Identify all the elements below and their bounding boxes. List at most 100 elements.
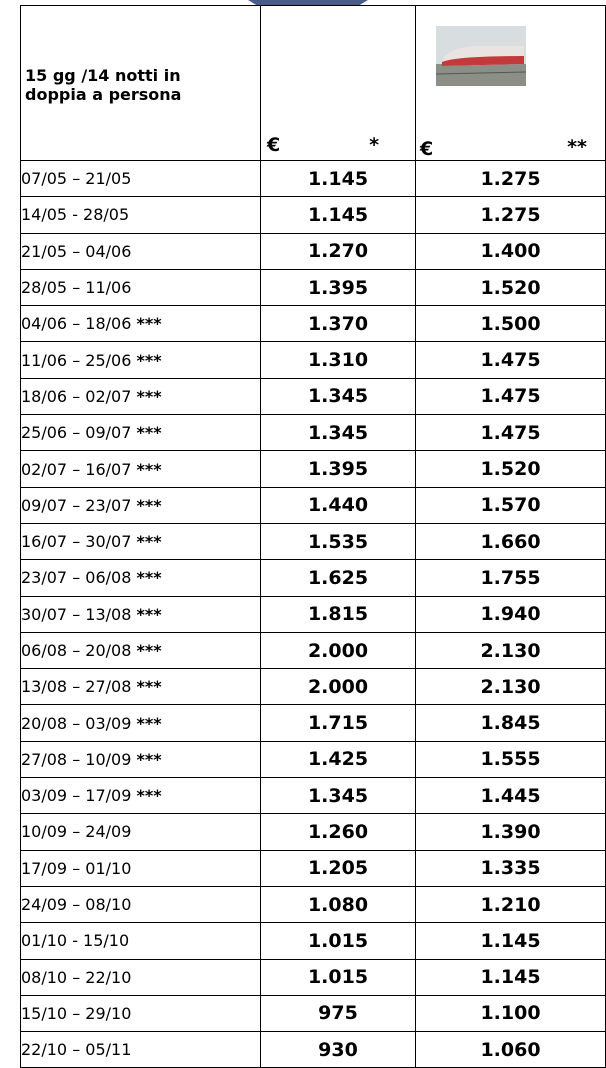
period: 22/10 – 05/11 xyxy=(21,1040,131,1059)
period-cell: 28/05 – 11/06 xyxy=(21,269,261,305)
price-cell: 1.845 xyxy=(416,705,606,741)
period-cell: 18/06 – 02/07 *** xyxy=(21,378,261,414)
price-cell: 1.145 xyxy=(261,197,416,233)
price: 2.130 xyxy=(480,676,540,698)
price: 1.475 xyxy=(480,349,540,371)
price-cell: 1.015 xyxy=(261,959,416,995)
price: 1.520 xyxy=(480,458,540,480)
price-cell: 1.345 xyxy=(261,415,416,451)
note-marker: *** xyxy=(136,714,161,733)
period-cell: 04/06 – 18/06 *** xyxy=(21,306,261,342)
price-cell: 1.335 xyxy=(416,850,606,886)
price: 1.555 xyxy=(480,748,540,770)
note-marker: *** xyxy=(136,423,161,442)
period-cell: 03/09 – 17/09 *** xyxy=(21,778,261,814)
price-cell: 1.145 xyxy=(261,161,416,197)
page: 15 gg /14 notti in doppia a persona € * … xyxy=(0,0,606,1068)
price-cell: 1.145 xyxy=(416,923,606,959)
price-cell: 1.500 xyxy=(416,306,606,342)
table-row: 21/05 – 04/061.2701.400 xyxy=(21,233,606,269)
price: 1.400 xyxy=(480,240,540,262)
note-marker: *** xyxy=(136,351,161,370)
period: 02/07 – 16/07 xyxy=(21,460,131,479)
price: 2.000 xyxy=(308,640,368,662)
table-row: 22/10 – 05/11 9301.060 xyxy=(21,1032,606,1068)
price: 1.370 xyxy=(308,313,368,335)
price-cell: 1.390 xyxy=(416,814,606,850)
period-cell: 10/09 – 24/09 xyxy=(21,814,261,850)
price: 1.500 xyxy=(480,313,540,335)
price: 2.130 xyxy=(480,640,540,662)
price-cell: 1.940 xyxy=(416,596,606,632)
price-cell: 2.130 xyxy=(416,632,606,668)
period: 28/05 – 11/06 xyxy=(21,278,131,297)
table-row: 17/09 – 01/101.2051.335 xyxy=(21,850,606,886)
period-cell: 13/08 – 27/08 *** xyxy=(21,669,261,705)
period: 09/07 – 23/07 xyxy=(21,496,131,515)
price: 1.335 xyxy=(480,857,540,879)
price-cell: 1.625 xyxy=(261,560,416,596)
header-cell: € * xyxy=(261,6,416,161)
period-cell: 30/07 – 13/08 *** xyxy=(21,596,261,632)
price-cell: 1.370 xyxy=(261,306,416,342)
price: 1.475 xyxy=(480,385,540,407)
price: 1.100 xyxy=(480,1002,540,1024)
period-cell: 27/08 – 10/09 *** xyxy=(21,741,261,777)
price-cell: 1.570 xyxy=(416,487,606,523)
price: 1.395 xyxy=(308,277,368,299)
period-cell: 25/06 – 09/07 *** xyxy=(21,415,261,451)
price-cell: 1.475 xyxy=(416,415,606,451)
period: 13/08 – 27/08 xyxy=(21,677,131,696)
price-cell: 2.130 xyxy=(416,669,606,705)
price-cell: 1.210 xyxy=(416,886,606,922)
price-cell: 1.475 xyxy=(416,342,606,378)
period: 06/08 – 20/08 xyxy=(21,641,131,660)
price-cell: 930 xyxy=(261,1032,416,1068)
period: 10/09 – 24/09 xyxy=(21,822,131,841)
price-cell: 1.815 xyxy=(261,596,416,632)
period: 15/10 – 29/10 xyxy=(21,1004,131,1023)
price-cell: 1.475 xyxy=(416,378,606,414)
table-row: 16/07 – 30/07 ***1.5351.660 xyxy=(21,523,606,559)
table-row: 11/06 – 25/06 ***1.3101.475 xyxy=(21,342,606,378)
table-row: 20/08 – 03/09 *** 1.715 1.845 xyxy=(21,705,606,741)
note-marker: *** xyxy=(136,532,161,551)
price: 1.390 xyxy=(480,821,540,843)
price-cell: 1.395 xyxy=(261,451,416,487)
price-cell: 2.000 xyxy=(261,632,416,668)
price-cell: 1.060 xyxy=(416,1032,606,1068)
price: 1.270 xyxy=(308,240,368,262)
period-cell: 02/07 – 16/07 *** xyxy=(21,451,261,487)
price-cell: 1.520 xyxy=(416,451,606,487)
price: 1.660 xyxy=(480,531,540,553)
price: 1.475 xyxy=(480,422,540,444)
period-cell: 06/08 – 20/08 *** xyxy=(21,632,261,668)
period: 04/06 – 18/06 xyxy=(21,314,131,333)
price: 1.715 xyxy=(308,712,368,734)
price: 1.205 xyxy=(308,857,368,879)
period: 25/06 – 09/07 xyxy=(21,423,131,442)
note-marker: *** xyxy=(136,568,161,587)
price: 1.015 xyxy=(308,930,368,952)
price: 1.345 xyxy=(308,785,368,807)
period-cell: 23/07 – 06/08 *** xyxy=(21,560,261,596)
note-marker: *** xyxy=(136,641,161,660)
price-cell: 1.345 xyxy=(261,778,416,814)
period-cell: 07/05 – 21/05 xyxy=(21,161,261,197)
price: 975 xyxy=(318,1002,358,1024)
period: 20/08 – 03/09 xyxy=(21,714,131,733)
currency: € xyxy=(420,138,433,160)
price-cell: 1.520 xyxy=(416,269,606,305)
price-cell: 1.755 xyxy=(416,560,606,596)
table-row: 28/05 – 11/06 1.395 1.520 xyxy=(21,269,606,305)
price: 1.145 xyxy=(480,966,540,988)
price: 1.345 xyxy=(308,422,368,444)
period-cell: 09/07 – 23/07 *** xyxy=(21,487,261,523)
price: 1.520 xyxy=(480,277,540,299)
period: 24/09 – 08/10 xyxy=(21,895,131,914)
